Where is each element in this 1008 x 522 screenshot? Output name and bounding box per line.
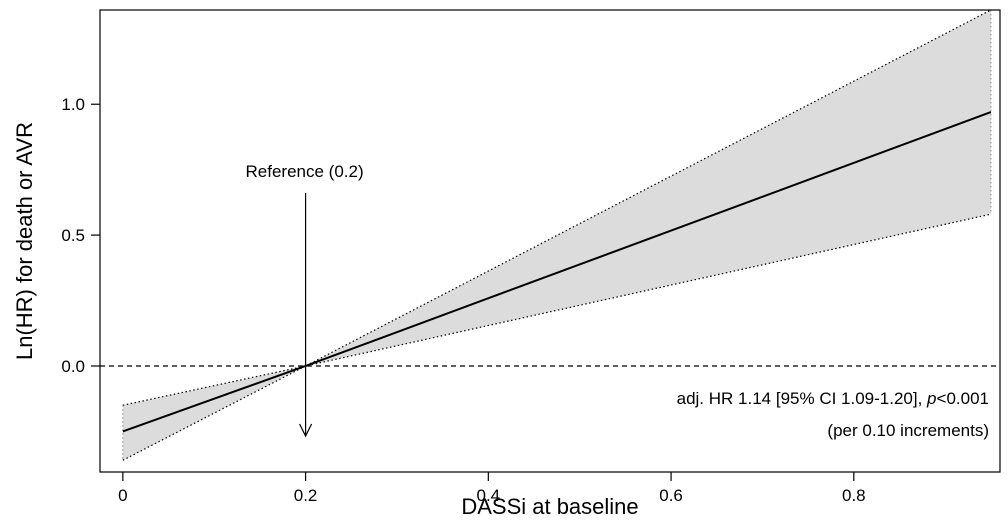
x-axis: 0 0.2 0.4 0.6 0.8 bbox=[118, 472, 866, 505]
plot-frame bbox=[99, 9, 1001, 473]
y-tick-label: 1.0 bbox=[61, 95, 85, 114]
reference-label: Reference (0.2) bbox=[246, 162, 364, 181]
x-tick-label: 0.6 bbox=[659, 486, 683, 505]
ci-band-layer bbox=[122, 9, 992, 461]
x-tick-label: 0.2 bbox=[294, 486, 318, 505]
reference-marker: Reference (0.2) bbox=[246, 162, 364, 438]
y-tick-label: 0.0 bbox=[61, 357, 85, 376]
x-tick-label: 0.4 bbox=[477, 486, 501, 505]
hr-annotation-p: p bbox=[926, 389, 936, 408]
x-tick-label: 0.8 bbox=[842, 486, 866, 505]
y-tick-label: 0.5 bbox=[61, 226, 85, 245]
hr-annotation-line1: adj. HR 1.14 [95% CI 1.09-1.20], p<0.001 bbox=[677, 389, 989, 408]
x-axis-title: DASSi at baseline bbox=[461, 494, 638, 519]
hr-annotation-prefix: adj. HR 1.14 [95% CI 1.09-1.20], bbox=[677, 389, 927, 408]
reference-arrow-head bbox=[299, 423, 313, 438]
y-axis: 0.0 0.5 1.0 bbox=[61, 95, 100, 376]
hr-annotation-line2: (per 0.10 increments) bbox=[827, 421, 989, 440]
x-tick-label: 0 bbox=[118, 486, 127, 505]
ci-lower-bound bbox=[122, 213, 991, 461]
ci-band bbox=[122, 10, 991, 461]
y-axis-title: Ln(HR) for death or AVR bbox=[12, 122, 37, 360]
hr-annotation-pvalue: <0.001 bbox=[937, 389, 989, 408]
